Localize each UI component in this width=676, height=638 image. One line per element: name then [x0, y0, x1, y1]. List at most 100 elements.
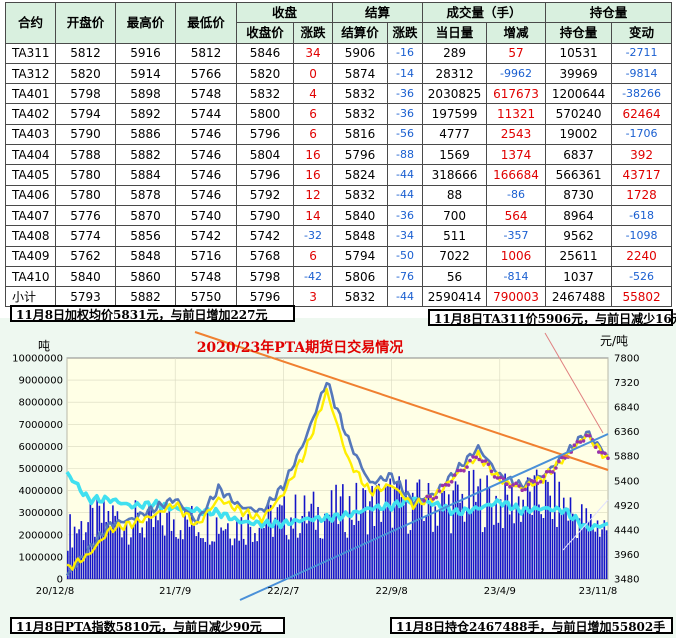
header-close-group: 收盘	[235, 1, 334, 24]
volume-bar	[389, 478, 391, 579]
volume-bar	[337, 524, 340, 579]
volume-bar	[576, 537, 579, 579]
cell-low: 5746	[175, 144, 237, 166]
volume-bar	[481, 532, 484, 579]
volume-bar	[571, 513, 574, 579]
volume-bar	[100, 522, 103, 579]
table-row: TA405 5780 5884 5746 5796 16 5824 -44 318666 1666…	[5, 164, 673, 186]
volume-bar	[493, 524, 495, 579]
volume-bar	[429, 504, 432, 579]
volume-bar	[562, 497, 565, 579]
volume-bar	[574, 514, 576, 579]
cell-settle: 5832	[332, 103, 389, 125]
purple-series-point	[480, 459, 485, 463]
purple-series-point	[456, 468, 460, 473]
volume-bar	[215, 517, 218, 579]
volume-bar	[159, 504, 162, 579]
volume-bar	[459, 502, 461, 579]
cell-contract: TA407	[5, 204, 56, 227]
chart-title: 2020/23年PTA期货日交易情况	[197, 339, 404, 356]
cell-contract: TA408	[5, 225, 56, 247]
volume-bar	[121, 537, 123, 579]
x-tick-label: 21/7/9	[159, 586, 191, 597]
volume-bar	[197, 532, 200, 579]
purple-series-point	[477, 457, 482, 462]
volume-bar	[405, 479, 407, 579]
cell-open: 5798	[55, 83, 116, 105]
cell-oi-change: 392	[611, 144, 673, 166]
volume-bar	[547, 481, 549, 579]
volume-bar	[362, 488, 364, 579]
volume-bar	[452, 490, 455, 579]
purple-series-point	[465, 465, 469, 469]
purple-series-point	[459, 468, 463, 473]
cell-oi-change: -1706	[611, 123, 673, 146]
volume-bar	[328, 514, 331, 579]
cell-settle: 5816	[332, 123, 389, 146]
volume-bar	[161, 525, 164, 579]
y-left-tick-label: 10000000	[12, 354, 63, 365]
volume-bar	[495, 495, 497, 579]
volume-bar	[145, 521, 148, 579]
cell-settle-change: -14	[387, 62, 424, 85]
header-oi-amount: 持仓量	[545, 22, 613, 44]
table-row: TA312 5820 5914 5766 5820 0 5874 -14 28312 -9962 3…	[5, 62, 673, 85]
volume-bar	[278, 504, 281, 579]
volume-bar	[416, 482, 419, 579]
header-settle-change: 涨跌	[387, 22, 424, 44]
cell-high: 5860	[115, 265, 176, 288]
volume-bar	[200, 538, 202, 579]
cell-close: 5832	[236, 83, 294, 105]
volume-bar	[382, 506, 385, 579]
volume-bar	[477, 486, 479, 579]
volume-bar	[475, 501, 477, 579]
purple-series-point	[425, 494, 429, 499]
table-subheader-row: 收盘价 涨跌 结算价 涨跌 当日量 增减 持仓量 变动	[6, 22, 673, 44]
purple-series-point	[434, 495, 439, 500]
purple-series-point	[511, 483, 515, 487]
y-left-tick-label: 2000000	[18, 530, 63, 541]
cell-close-change: 6	[292, 123, 334, 146]
volume-bar	[258, 527, 261, 579]
volume-bar	[247, 513, 249, 579]
volume-bar	[249, 526, 252, 579]
volume-bar	[218, 533, 220, 579]
volume-bar	[166, 512, 168, 579]
cell-open-interest: 570240	[545, 103, 613, 125]
volume-bar	[112, 505, 114, 579]
volume-bar	[441, 492, 443, 579]
cell-volume-change: -814	[486, 265, 547, 288]
purple-series-point	[523, 487, 527, 492]
annotation-pta-index: 11月8日PTA指数5810元，与前日减少90元	[10, 617, 285, 634]
volume-bar	[89, 501, 92, 579]
volume-bar	[123, 528, 125, 579]
cell-volume: 1569	[422, 144, 488, 166]
volume-bar	[285, 535, 288, 579]
cell-close: 5804	[236, 144, 294, 166]
purple-series-point	[514, 481, 518, 486]
cell-settle: 5848	[332, 225, 389, 247]
volume-bar	[240, 517, 243, 579]
volume-bar	[558, 481, 561, 579]
volume-bar	[231, 545, 234, 579]
purple-series-point	[440, 483, 445, 488]
volume-bar	[531, 514, 533, 579]
volume-bar	[287, 539, 290, 579]
volume-bar	[245, 544, 247, 579]
header-volume-day: 当日量	[422, 22, 488, 44]
cell-open: 5780	[55, 164, 116, 186]
y-right-tick-label: 6840	[614, 403, 639, 414]
purple-series-point	[486, 462, 491, 467]
cell-contract: TA403	[5, 123, 56, 146]
cell-settle-change: -36	[387, 83, 424, 105]
cell-oi-change: -38266	[611, 83, 673, 105]
cell-contract: TA404	[5, 144, 56, 166]
cell-high: 5878	[115, 184, 176, 206]
y-right-tick-label: 5880	[614, 452, 639, 463]
volume-bar	[434, 506, 437, 579]
volume-bar	[599, 536, 601, 579]
volume-bar	[384, 485, 387, 579]
volume-bar	[91, 507, 94, 579]
volume-bar	[454, 481, 457, 579]
cell-settle: 5832	[332, 83, 389, 105]
